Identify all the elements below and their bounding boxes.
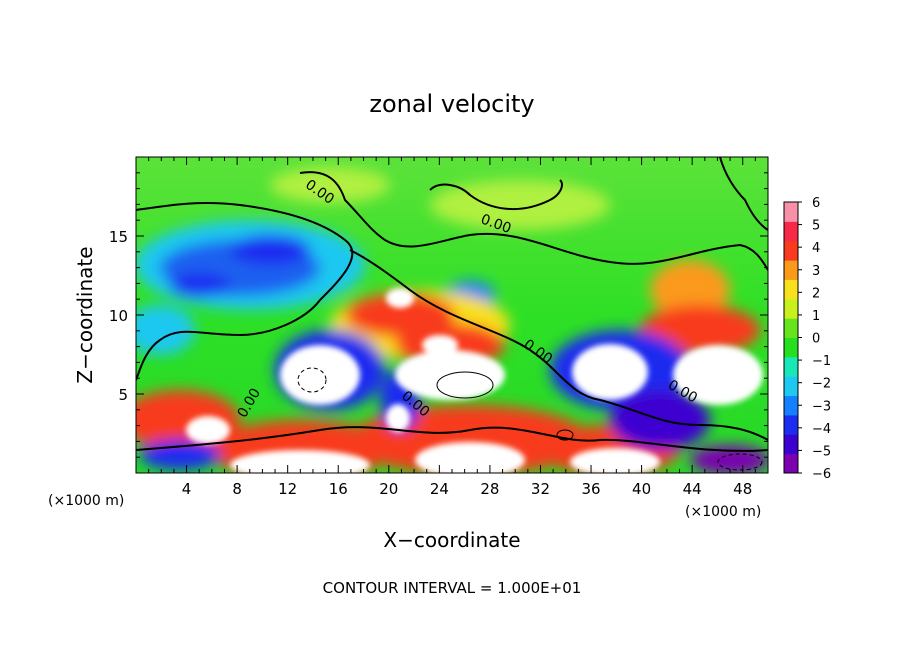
x-tick-label: 16 bbox=[329, 480, 348, 498]
x-axis: 4 8 12 16 20 24 28 32 36 40 44 48 bbox=[148, 157, 756, 498]
colorbar-swatch bbox=[784, 221, 798, 242]
colorbar-tick-label: 2 bbox=[812, 286, 820, 301]
field-saturated bbox=[186, 288, 763, 473]
colorbar-swatch bbox=[784, 376, 798, 397]
colorbar: 6 5 4 3 2 1 0 −1 −2 −3 −4 −5 −6 bbox=[783, 196, 831, 482]
x-tick-label: 24 bbox=[430, 480, 449, 498]
colorbar-tick-label: 5 bbox=[812, 219, 820, 234]
colorbar-tick-label: −3 bbox=[812, 399, 831, 414]
x-tick-label: 8 bbox=[232, 480, 242, 498]
y-axis: 5 10 15 bbox=[109, 172, 768, 458]
colorbar-tick-label: 6 bbox=[812, 196, 820, 211]
colorbar-swatch bbox=[784, 279, 798, 300]
x-tick-label: 32 bbox=[531, 480, 550, 498]
colorbar-swatch bbox=[784, 414, 798, 435]
x-tick-label: 48 bbox=[733, 480, 752, 498]
negative-contours bbox=[297, 367, 763, 471]
y-tick-label: 5 bbox=[118, 386, 128, 404]
x-unit-label-right: (×1000 m) bbox=[685, 504, 761, 520]
colorbar-tick-label: −2 bbox=[812, 377, 831, 392]
x-tick-label: 4 bbox=[182, 480, 192, 498]
colorbar-tick-label: 0 bbox=[812, 332, 820, 347]
colorbar-swatch bbox=[784, 395, 798, 416]
x-tick-label: 44 bbox=[683, 480, 702, 498]
chart-title: zonal velocity bbox=[369, 90, 534, 118]
colorbar-swatch bbox=[784, 356, 798, 377]
heatmap-field bbox=[136, 157, 768, 473]
colorbar-tick-label: −1 bbox=[812, 354, 831, 369]
colorbar-tick-label: −5 bbox=[812, 444, 831, 459]
colorbar-swatch bbox=[784, 202, 798, 222]
x-tick-label: 20 bbox=[379, 480, 398, 498]
zero-contours bbox=[136, 157, 768, 452]
x-tick-label: 40 bbox=[632, 480, 651, 498]
x-tick-label: 36 bbox=[581, 480, 600, 498]
colorbar-swatch bbox=[784, 453, 798, 474]
colorbar-swatch bbox=[784, 240, 798, 261]
field-blobs bbox=[136, 167, 768, 473]
colorbar-tick-label: −6 bbox=[812, 467, 831, 482]
colorbar-swatch bbox=[784, 260, 798, 280]
x-tick-label: 28 bbox=[480, 480, 499, 498]
colorbar-tick-label: 3 bbox=[812, 264, 820, 279]
y-axis-label: Z−coordinate bbox=[73, 246, 97, 383]
colorbar-swatch bbox=[784, 337, 798, 358]
x-tick-label: 12 bbox=[278, 480, 297, 498]
positive-contours bbox=[436, 371, 574, 441]
colorbar-tick-label: 1 bbox=[812, 309, 820, 324]
colorbar-swatch bbox=[784, 298, 798, 319]
x-unit-label-left: (×1000 m) bbox=[48, 493, 124, 509]
colorbar-tick-label: 4 bbox=[812, 241, 820, 256]
colorbar-tick-label: −4 bbox=[812, 422, 831, 437]
y-tick-label: 10 bbox=[109, 307, 128, 325]
colorbar-swatch bbox=[784, 434, 798, 455]
x-axis-label: X−coordinate bbox=[383, 528, 520, 552]
contour-interval-note: CONTOUR INTERVAL = 1.000E+01 bbox=[323, 579, 582, 597]
y-tick-label: 15 bbox=[109, 228, 128, 246]
colorbar-swatch bbox=[784, 318, 798, 338]
